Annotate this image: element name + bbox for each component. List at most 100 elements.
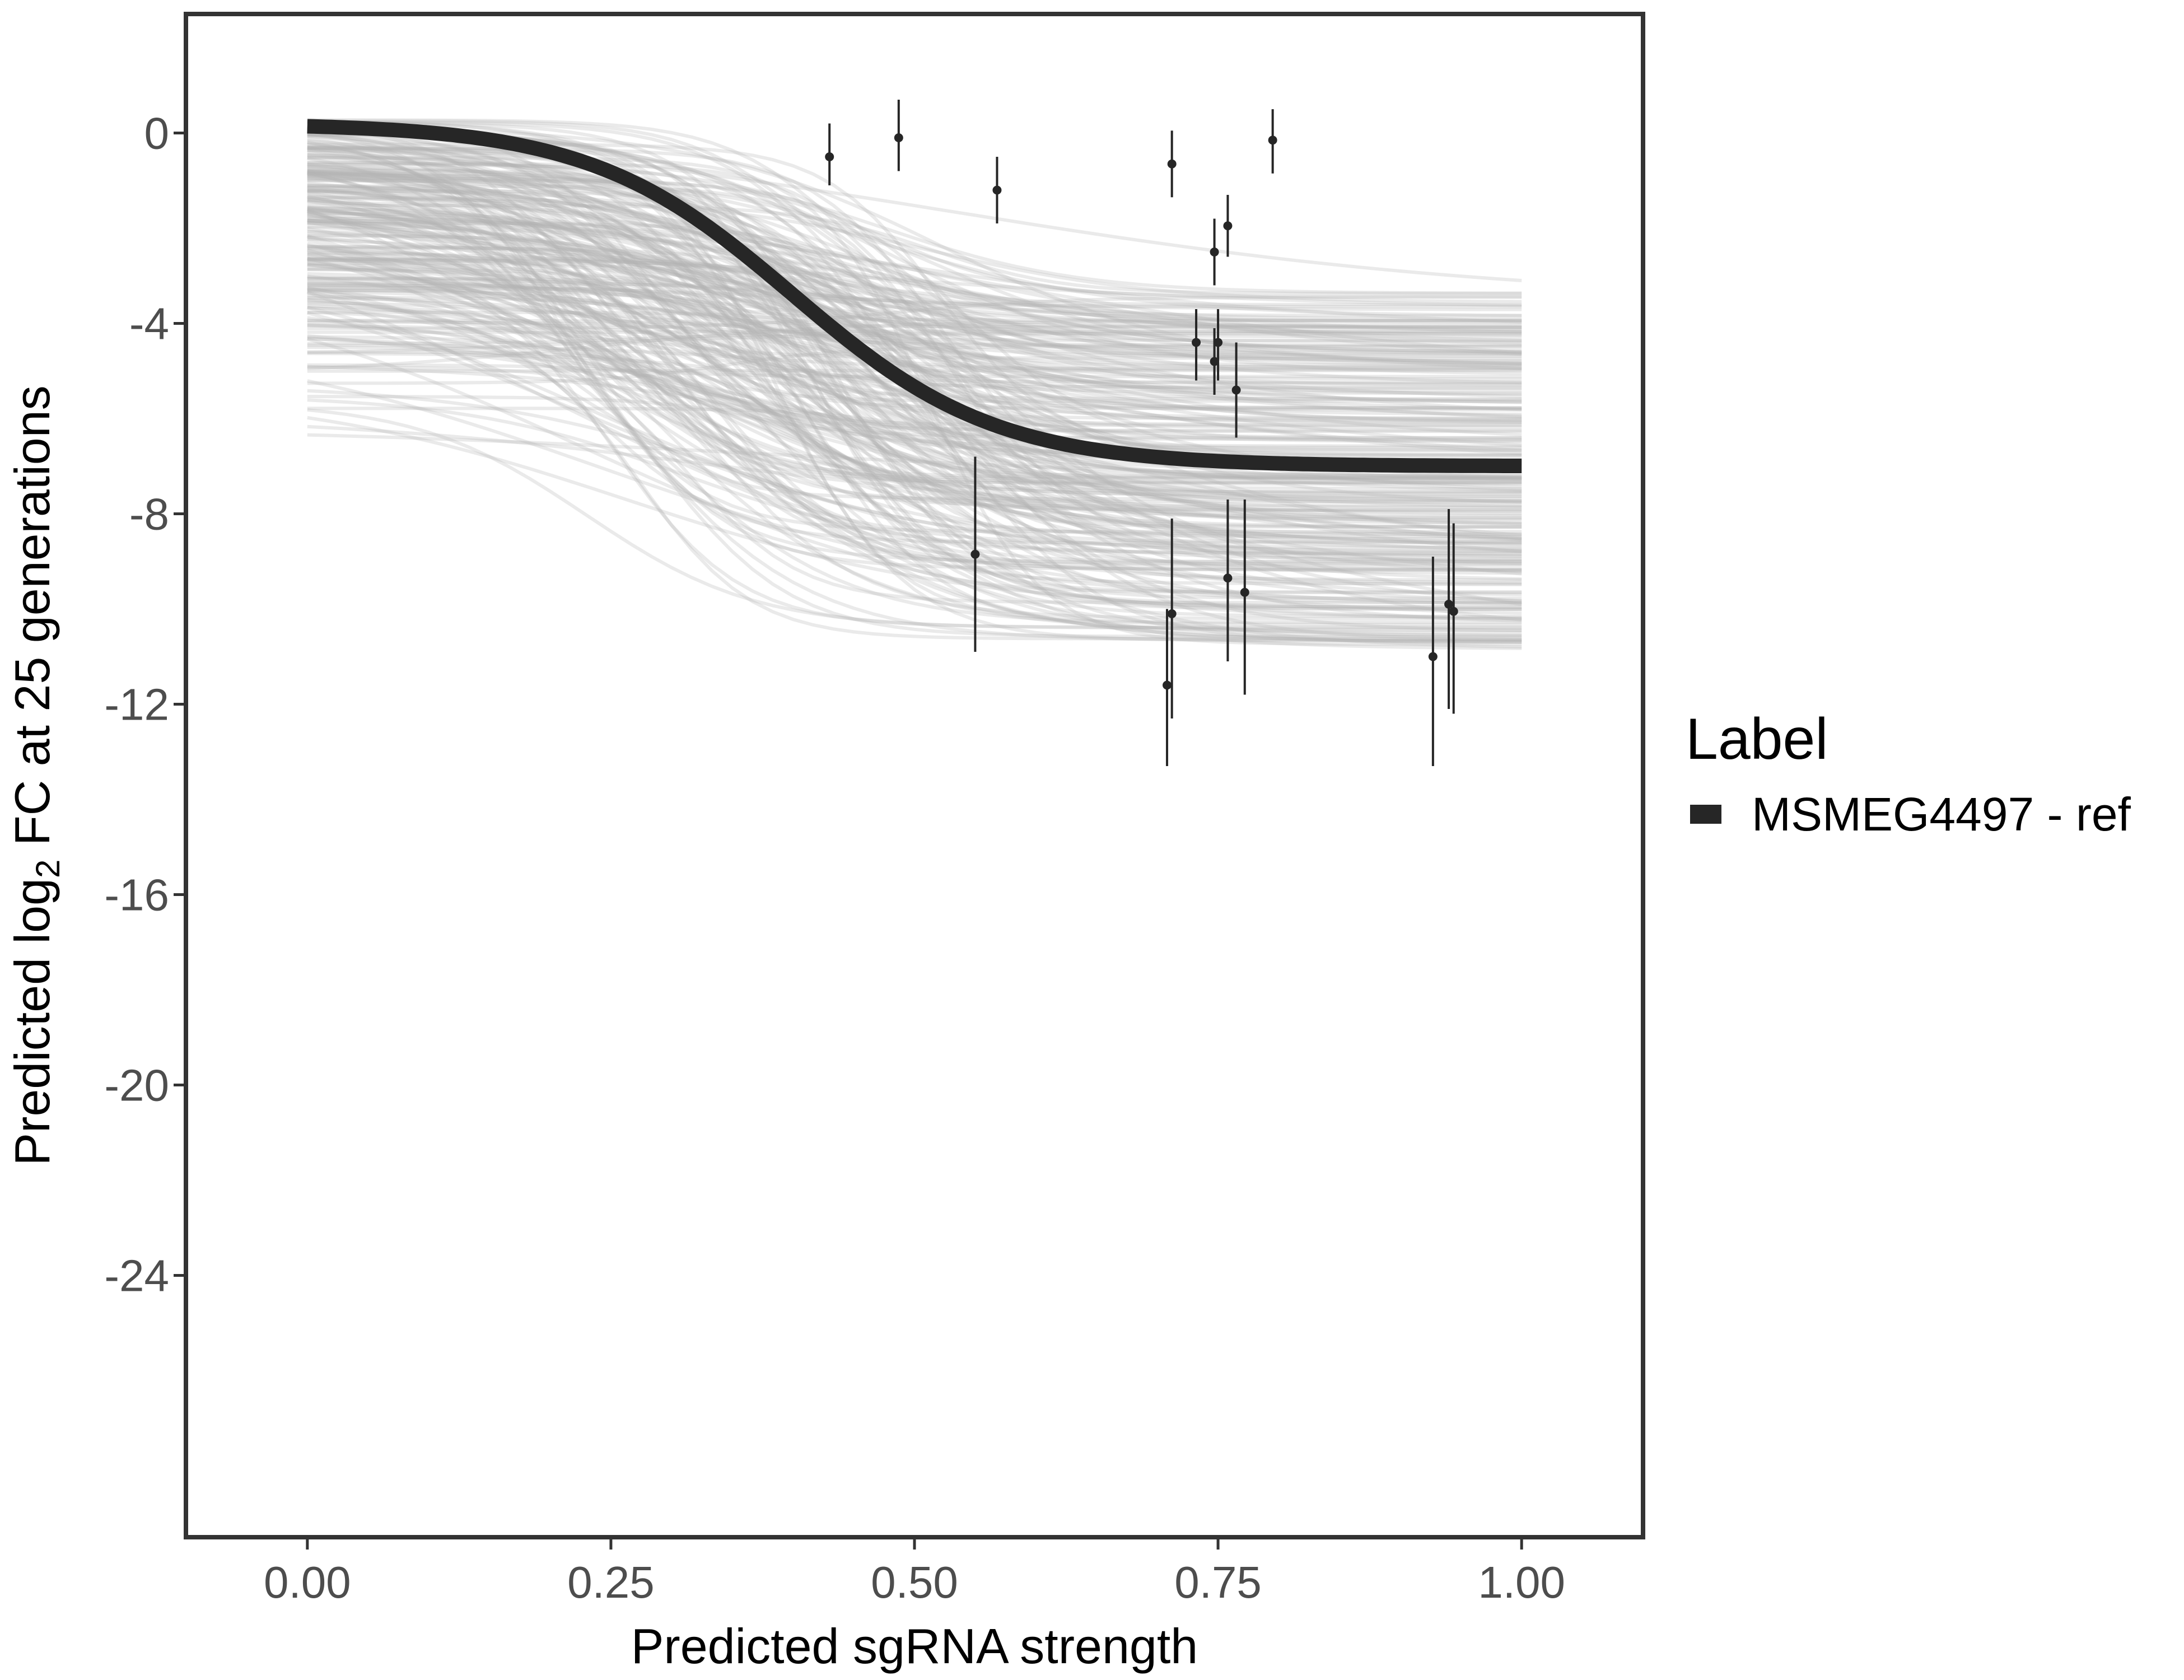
posterior-draw-line bbox=[307, 346, 1522, 604]
posterior-draw-line bbox=[307, 298, 1522, 545]
posterior-draw-line bbox=[307, 188, 1522, 619]
y-axis: 0 -4 -8 -12 -16 -20 -24 bbox=[104, 109, 184, 1301]
posterior-draw-line bbox=[307, 148, 1522, 494]
posterior-draw-line bbox=[307, 194, 1522, 634]
posterior-draw-line bbox=[307, 263, 1522, 348]
posterior-draw-line bbox=[307, 166, 1522, 572]
posterior-draw-line bbox=[307, 161, 1522, 295]
posterior-draw-line bbox=[307, 125, 1522, 366]
posterior-draw-line bbox=[307, 219, 1522, 387]
posterior-draw-line bbox=[307, 148, 1522, 525]
posterior-draw-line bbox=[307, 424, 1522, 516]
posterior-draw-line bbox=[307, 185, 1522, 603]
posterior-draw-line bbox=[307, 277, 1522, 325]
posterior-draw-line bbox=[307, 167, 1522, 632]
posterior-draw-line bbox=[307, 179, 1522, 442]
posterior-draw-line bbox=[307, 260, 1522, 541]
posterior-draw-line bbox=[307, 311, 1522, 558]
posterior-draw-line bbox=[307, 200, 1522, 354]
posterior-draw-line bbox=[307, 143, 1522, 421]
data-point bbox=[1428, 652, 1438, 661]
posterior-draw-line bbox=[307, 331, 1522, 346]
x-tick-label: 0.00 bbox=[264, 1557, 351, 1607]
posterior-draw-line bbox=[307, 178, 1522, 511]
y-tick-label: 0 bbox=[144, 109, 170, 158]
posterior-draw-line bbox=[307, 283, 1522, 529]
posterior-draw-line bbox=[307, 189, 1522, 502]
posterior-draw-line bbox=[307, 257, 1522, 484]
posterior-draw-line bbox=[307, 235, 1522, 542]
posterior-draw-line bbox=[307, 225, 1522, 323]
posterior-draw-line bbox=[307, 184, 1522, 586]
posterior-draw-line bbox=[307, 171, 1522, 318]
posterior-draw-line bbox=[307, 151, 1522, 546]
posterior-draw-line bbox=[307, 162, 1522, 581]
posterior-draw-line bbox=[307, 218, 1522, 334]
posterior-draw-line bbox=[307, 281, 1522, 479]
posterior-draw-line bbox=[307, 152, 1522, 605]
posterior-draw-line bbox=[307, 286, 1522, 600]
posterior-draw-line bbox=[307, 130, 1522, 642]
posterior-draw-line bbox=[307, 287, 1522, 498]
posterior-draw-line bbox=[307, 288, 1522, 427]
data-point bbox=[1210, 357, 1219, 366]
posterior-draw-line bbox=[307, 212, 1522, 452]
posterior-draw-line bbox=[307, 256, 1522, 356]
posterior-draw-line bbox=[307, 310, 1522, 410]
y-tick-label: -16 bbox=[104, 870, 169, 920]
posterior-draw-line bbox=[307, 156, 1522, 646]
posterior-draw-line bbox=[307, 263, 1522, 554]
posterior-draw-line bbox=[307, 301, 1522, 649]
posterior-draw-line bbox=[307, 173, 1522, 510]
posterior-draw-line bbox=[306, 241, 1522, 542]
posterior-draw-line bbox=[307, 140, 1522, 486]
x-tick-label: 0.75 bbox=[1174, 1557, 1262, 1607]
posterior-draw-line bbox=[307, 297, 1522, 627]
posterior-draw-line bbox=[307, 306, 1522, 558]
posterior-draw-line bbox=[307, 334, 1522, 488]
data-point bbox=[825, 152, 834, 161]
posterior-draw-line bbox=[307, 319, 1522, 370]
posterior-draw-line bbox=[307, 190, 1522, 403]
posterior-draw-line bbox=[307, 133, 1522, 432]
posterior-draw-line bbox=[307, 274, 1522, 550]
posterior-draw-line bbox=[307, 275, 1522, 365]
y-axis-title: Predicted log2 FC at 25 generations bbox=[4, 385, 67, 1165]
posterior-draw-line bbox=[307, 345, 1522, 385]
posterior-draw-line bbox=[307, 245, 1522, 611]
posterior-draw-line bbox=[307, 292, 1522, 638]
posterior-draw-line bbox=[307, 226, 1522, 586]
posterior-draw-line bbox=[307, 181, 1522, 324]
posterior-draw-line bbox=[307, 365, 1522, 508]
posterior-draw-line bbox=[307, 146, 1522, 603]
posterior-draw-line bbox=[307, 162, 1522, 355]
data-point bbox=[1167, 609, 1177, 618]
posterior-draw-line bbox=[307, 170, 1522, 363]
y-tick-label: -20 bbox=[104, 1061, 169, 1110]
data-point bbox=[1167, 159, 1177, 169]
posterior-draw-line bbox=[307, 172, 1522, 562]
posterior-draw-line bbox=[307, 389, 1522, 572]
posterior-draw-line bbox=[307, 287, 1522, 526]
posterior-draw-line bbox=[307, 198, 1522, 571]
posterior-draw-line bbox=[307, 146, 1522, 416]
posterior-draw-line bbox=[307, 156, 1522, 339]
posterior-draw-line bbox=[307, 329, 1522, 334]
posterior-draw-line bbox=[307, 279, 1522, 482]
data-point bbox=[970, 549, 980, 559]
posterior-draw-line bbox=[307, 316, 1522, 576]
posterior-draw-line bbox=[307, 214, 1522, 404]
posterior-draw-line bbox=[307, 164, 1522, 353]
data-point bbox=[1240, 587, 1249, 597]
data-point bbox=[1214, 338, 1223, 347]
posterior-draw-line bbox=[307, 407, 1522, 452]
posterior-draw-line bbox=[307, 203, 1522, 296]
y-tick-label: -24 bbox=[104, 1251, 169, 1301]
posterior-draw-line bbox=[307, 118, 1522, 367]
posterior-draw-line bbox=[307, 120, 1522, 512]
posterior-draw-line bbox=[307, 176, 1522, 298]
posterior-draw-line bbox=[307, 251, 1522, 366]
posterior-draw-line bbox=[307, 250, 1522, 342]
posterior-draw-line bbox=[307, 272, 1522, 529]
posterior-draw-line bbox=[307, 169, 1522, 347]
